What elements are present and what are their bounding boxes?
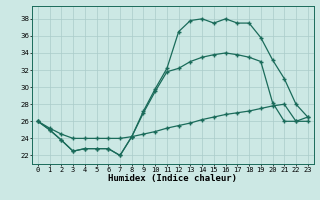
X-axis label: Humidex (Indice chaleur): Humidex (Indice chaleur) bbox=[108, 174, 237, 183]
